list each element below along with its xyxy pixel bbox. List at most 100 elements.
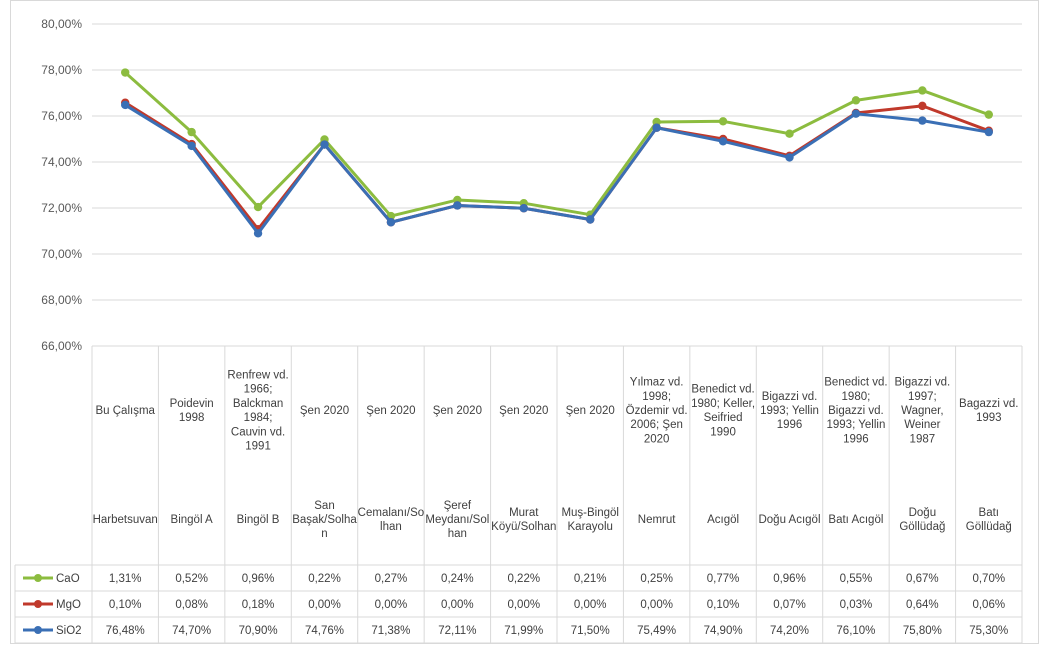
category-reference-label: Özdemir vd. [626, 405, 688, 417]
category-location-label: lhan [380, 521, 402, 533]
category-location-label: Acıgöl [707, 514, 739, 526]
data-point-cao [851, 96, 861, 105]
data-table-cell: 0,00% [507, 599, 540, 611]
category-location-label: Batı [979, 507, 999, 519]
legend-label-mgo: MgO [56, 599, 81, 611]
y-tick-label: 78,00% [41, 63, 82, 77]
category-location-label: han [448, 528, 467, 540]
data-point-cao [984, 110, 993, 119]
data-table-cell: 0,21% [574, 573, 607, 585]
data-point-sio2 [586, 215, 595, 224]
category-reference-label: 1980; Keller, [691, 398, 755, 410]
data-table: Bu Çalışma Poidevin 1998 Renfrew vd. 1966; Ba… [14, 346, 1023, 644]
data-table-cell: 0,52% [175, 573, 208, 585]
category-reference-label: Yılmaz vd. [630, 377, 684, 389]
data-table-cell: 0,10% [109, 599, 142, 611]
legend-marker-cao [34, 574, 42, 582]
category-reference-label: 1993 [976, 412, 1002, 424]
data-point-cao [253, 202, 263, 212]
data-table-cell: 74,20% [770, 625, 809, 637]
data-point-sio2 [652, 123, 661, 132]
data-point-cao [121, 68, 130, 77]
data-table-cell: 0,55% [840, 573, 873, 585]
category-reference-label: 1993; Yellin [827, 419, 886, 431]
category-reference-label: Bu Çalışma [95, 405, 155, 417]
y-axis: 66,00% 68,00% 70,00% 72,00% 74,00% 76,00% 78,0… [41, 17, 82, 353]
series-lines [121, 68, 993, 238]
data-point-sio2 [785, 153, 794, 162]
category-reference-label: 1998; [642, 391, 671, 403]
category-location-label: Doğu [909, 507, 937, 519]
category-location-label: Göllüdağ [966, 521, 1012, 533]
category-reference-label: Şen 2020 [300, 405, 349, 417]
legend-label-cao: CaO [56, 573, 80, 585]
data-table-cell: 0,08% [175, 599, 208, 611]
data-table-cell: 71,99% [504, 625, 543, 637]
category-reference-label: Şen 2020 [366, 405, 415, 417]
category-location-label: Nemrut [638, 514, 677, 526]
data-table-cell: 1,31% [109, 573, 142, 585]
data-table-cell: 74,90% [704, 625, 743, 637]
legend-marker-mgo [34, 600, 42, 608]
category-reference-label: 1987 [910, 433, 936, 445]
data-table-cell: 74,70% [172, 625, 211, 637]
series-line-cao [124, 71, 990, 218]
category-reference-label: 1991 [245, 441, 271, 453]
data-table-cell: 0,03% [840, 599, 873, 611]
data-table-cell: 0,64% [906, 599, 939, 611]
category-location-label: Bingöl A [171, 514, 214, 526]
category-location-label: Bingöl B [237, 514, 280, 526]
data-table-cell: 0,07% [773, 599, 806, 611]
category-location-label: Murat [509, 507, 539, 519]
data-table-cell: 0,10% [707, 599, 740, 611]
legend-label-sio2: SiO2 [56, 625, 82, 637]
data-point-sio2 [984, 127, 993, 137]
category-location-label: Şeref [444, 500, 472, 512]
data-point-sio2 [851, 109, 861, 118]
category-reference-label: 1993; Yellin [760, 405, 819, 417]
series-line-sio2 [124, 103, 990, 235]
y-tick-label: 72,00% [41, 201, 82, 215]
data-table-cell: 0,00% [441, 599, 474, 611]
data-table-cell: 0,22% [308, 573, 341, 585]
category-reference-label: Şen 2020 [499, 405, 548, 417]
data-table-cell: 70,90% [239, 625, 278, 637]
data-table-cell: 76,10% [836, 625, 875, 637]
category-location-label: Köyü/Solhan [491, 521, 556, 533]
data-table-cell: 0,67% [906, 573, 939, 585]
data-table-cell: 0,25% [640, 573, 673, 585]
category-location-label: Batı Acıgöl [828, 514, 883, 526]
data-point-cao [918, 86, 927, 95]
category-location-label: Cemalanı/So [358, 507, 424, 519]
category-reference-label: 1966; [244, 384, 273, 396]
data-table-cell: 0,24% [441, 573, 474, 585]
data-table-cell: 75,30% [969, 625, 1008, 637]
data-point-sio2 [320, 140, 329, 149]
data-table-cell: 0,22% [507, 573, 540, 585]
category-reference-label: Cauvin vd. [231, 426, 285, 438]
category-location-label: Harbetsuvan [93, 514, 158, 526]
category-reference-label: 2006; Şen [630, 419, 682, 431]
y-tick-label: 70,00% [41, 247, 82, 261]
category-reference-label: 1990 [710, 426, 736, 438]
category-reference-label: Şen 2020 [433, 405, 482, 417]
data-point-sio2 [253, 229, 263, 238]
data-point-sio2 [121, 100, 130, 110]
category-location-label: San [314, 500, 334, 512]
data-table-cell: 0,27% [375, 573, 408, 585]
category-location-label: Göllüdağ [899, 521, 945, 533]
data-table-cell: 0,00% [574, 599, 607, 611]
data-table-cell: 71,38% [371, 625, 410, 637]
data-point-cao [187, 127, 196, 137]
category-location-label: n [321, 528, 327, 540]
data-point-sio2 [519, 204, 528, 213]
data-point-mgo [918, 101, 927, 111]
data-point-sio2 [187, 141, 196, 151]
data-table-cell: 0,18% [242, 599, 275, 611]
data-point-cao [785, 129, 794, 138]
data-table-cell: 75,80% [903, 625, 942, 637]
category-location-label: Karayolu [568, 521, 613, 533]
data-table-cell: 0,70% [972, 573, 1005, 585]
y-tick-label: 76,00% [41, 109, 82, 123]
